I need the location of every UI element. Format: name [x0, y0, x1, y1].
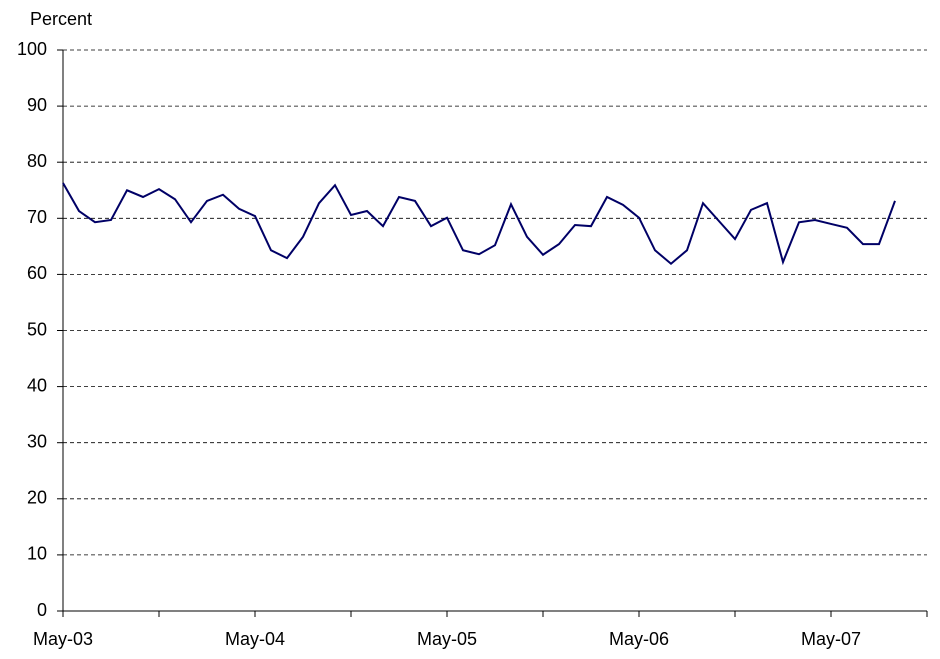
- y-tick-label: 90: [27, 95, 47, 115]
- y-tick-label: 20: [27, 488, 47, 508]
- x-tick-label: May-05: [417, 629, 477, 649]
- y-tick-label: 50: [27, 319, 47, 339]
- data-line: [62, 182, 896, 266]
- y-tick-label: 0: [37, 600, 47, 620]
- y-tick-label: 60: [27, 263, 47, 283]
- x-tick-label: May-03: [33, 629, 93, 649]
- x-tick-label: May-06: [609, 629, 669, 649]
- y-axis-title: Percent: [30, 9, 92, 29]
- x-tick-label: May-04: [225, 629, 285, 649]
- y-tick-label: 70: [27, 207, 47, 227]
- y-tick-label: 80: [27, 151, 47, 171]
- x-tick-label: May-07: [801, 629, 861, 649]
- y-tick-label: 40: [27, 375, 47, 395]
- y-tick-label: 30: [27, 431, 47, 451]
- y-tick-label: 100: [17, 39, 47, 59]
- y-tick-label: 10: [27, 544, 47, 564]
